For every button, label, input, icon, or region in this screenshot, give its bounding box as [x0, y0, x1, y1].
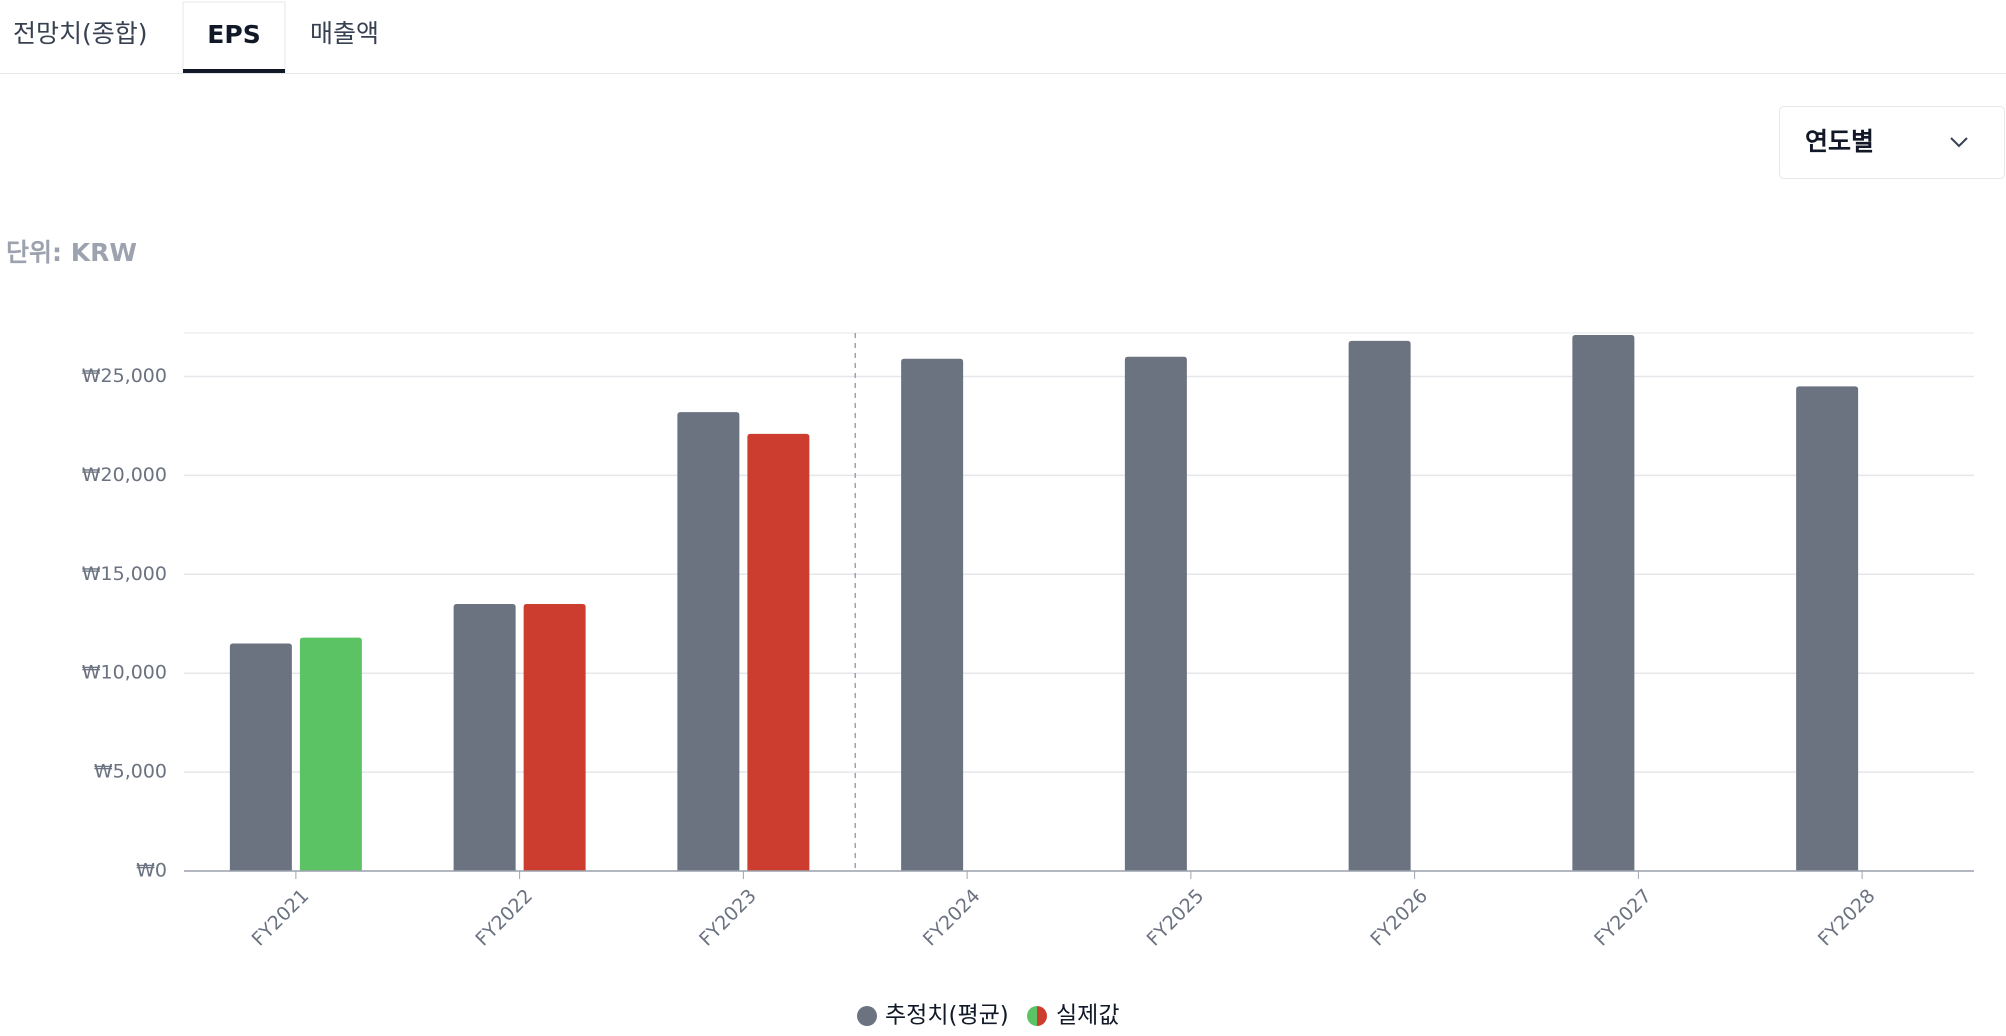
- bar: [1348, 340, 1411, 872]
- bar: [1796, 386, 1859, 871]
- legend-label: 실제값: [1056, 1003, 1119, 1029]
- tab[interactable]: 매출액: [310, 19, 379, 48]
- legend-marker: [857, 1006, 877, 1026]
- x-tick-label: FY2027: [1590, 885, 1656, 951]
- x-tick-label: FY2025: [1143, 885, 1209, 951]
- y-tick-label: ₩20,000: [82, 464, 167, 486]
- chevron: [1950, 137, 1968, 148]
- legend-marker: [1027, 1006, 1037, 1026]
- bar: [677, 412, 740, 871]
- x-tick-label: FY2023: [695, 885, 761, 951]
- legend-label: 추정치(평균): [885, 1003, 1009, 1029]
- y-tick-label: ₩10,000: [82, 662, 167, 684]
- dropdown-label: 연도별: [1805, 127, 1874, 156]
- bar: [901, 358, 964, 871]
- y-tick-label: ₩5,000: [94, 761, 167, 783]
- tab[interactable]: 전망치(종합): [13, 19, 148, 48]
- bar: [1572, 334, 1635, 872]
- unit-label: 단위: KRW: [6, 238, 137, 267]
- y-tick-label: ₩15,000: [82, 563, 167, 585]
- x-tick-label: FY2024: [919, 885, 985, 951]
- tab-active[interactable]: EPS: [207, 20, 260, 49]
- tab-underline: [183, 69, 285, 73]
- bar: [229, 643, 292, 871]
- y-tick-label: ₩25,000: [82, 365, 167, 387]
- x-tick-label: FY2022: [471, 885, 537, 951]
- bar: [453, 603, 516, 871]
- y-tick-label: ₩0: [136, 860, 167, 882]
- dropdown[interactable]: [1779, 106, 2005, 179]
- bar: [1124, 356, 1187, 871]
- x-tick-label: FY2026: [1366, 885, 1432, 951]
- legend-marker: [1037, 1006, 1047, 1026]
- x-tick-label: FY2021: [248, 885, 314, 951]
- tab-active-box: [182, 1, 286, 74]
- bar: [523, 603, 586, 871]
- bar: [747, 433, 810, 871]
- x-tick-label: FY2028: [1814, 885, 1880, 951]
- bar: [299, 637, 362, 871]
